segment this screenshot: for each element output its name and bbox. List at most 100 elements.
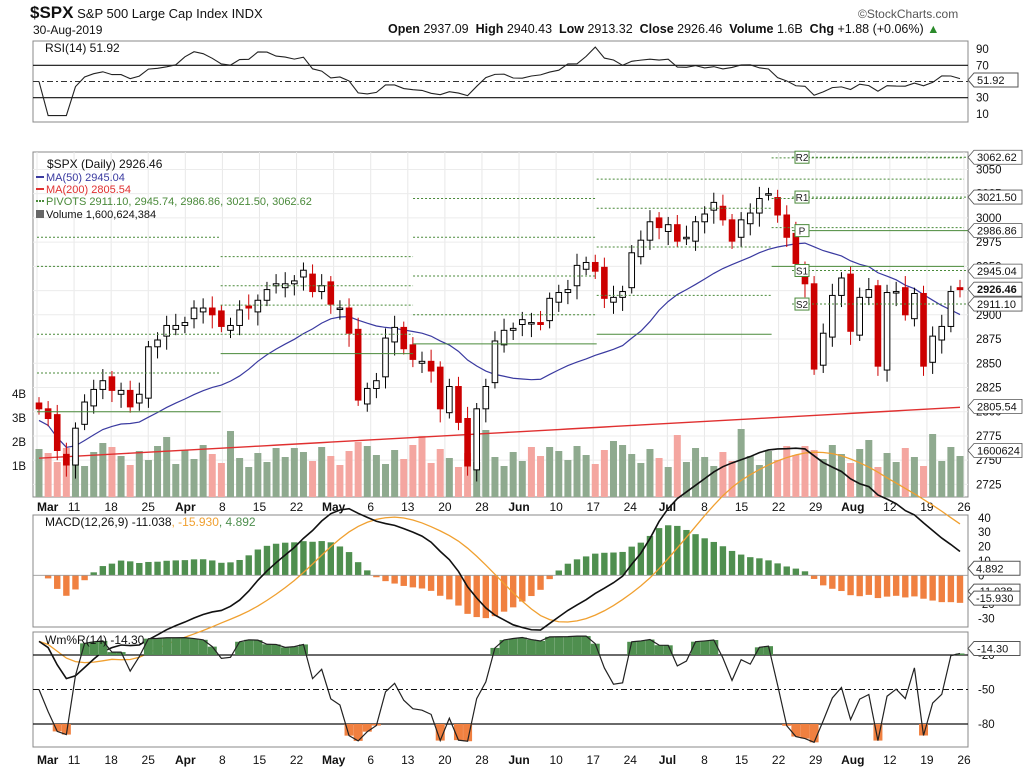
- x-tick-label-bottom: 8: [219, 753, 226, 767]
- volume-bar: [956, 456, 964, 497]
- macd-histogram-bar: [455, 575, 462, 606]
- willr-overbought-fill: [955, 653, 965, 655]
- candle-body: [263, 289, 271, 301]
- x-tick-label: 25: [142, 500, 156, 514]
- candle-body: [300, 269, 307, 278]
- price-axis-label: 2900: [976, 310, 1002, 322]
- price-axis-label: 2725: [976, 479, 1002, 491]
- candle-body: [172, 324, 180, 330]
- pivot-tag-s1: S1: [796, 266, 809, 277]
- macd-histogram-bar: [610, 552, 617, 576]
- candle-body: [427, 360, 435, 372]
- copyright[interactable]: ©StockCharts.com: [858, 7, 959, 21]
- volume-bar: [427, 463, 435, 497]
- macd-histogram-bar: [664, 525, 672, 576]
- macd-histogram-bar: [318, 541, 325, 576]
- willr-overbought-fill: [116, 652, 126, 655]
- candle-body: [783, 214, 791, 238]
- volume-bar: [345, 451, 353, 497]
- volume-bar: [254, 453, 262, 497]
- macd-histogram-bar: [126, 561, 134, 576]
- macd-histogram-bar: [291, 542, 298, 576]
- macd-histogram-bar: [619, 551, 626, 576]
- volume-bar: [363, 446, 371, 497]
- x-tick-label-bottom: 29: [809, 753, 823, 767]
- x-tick-label: 26: [957, 500, 971, 514]
- willr-overbought-fill: [80, 643, 90, 655]
- x-tick-label-bottom: 24: [624, 753, 638, 767]
- volume-bar: [226, 431, 234, 497]
- volume-bar: [537, 456, 545, 497]
- rsi-tag: 51.92: [977, 75, 1005, 87]
- macd-histogram-bar: [172, 560, 179, 576]
- x-tick-label: Mar: [37, 500, 59, 514]
- volume-bar: [564, 460, 572, 497]
- candle-body: [655, 217, 663, 229]
- candle-body: [436, 366, 444, 410]
- candle-body: [81, 401, 88, 425]
- volume-bar: [135, 451, 143, 497]
- chart-header: $SPX S&P 500 Large Cap Index INDX: [30, 3, 263, 23]
- volume-bar: [783, 446, 791, 497]
- x-tick-label-bottom: 15: [735, 753, 749, 767]
- willr-oversold-fill: [800, 724, 810, 739]
- panel-frame-macd: [32, 514, 969, 628]
- volume-label: Volume: [729, 22, 774, 36]
- willr-overbought-fill: [189, 638, 199, 655]
- x-tick-label-bottom: 10: [549, 753, 563, 767]
- willr-overbought-fill: [207, 646, 217, 655]
- volume-bar: [354, 442, 362, 497]
- macd-histogram-bar: [136, 562, 143, 576]
- candle-body: [883, 292, 891, 371]
- volume-bar: [628, 454, 636, 497]
- candle-body: [664, 224, 672, 232]
- candle-body: [327, 281, 335, 305]
- candle-body: [829, 294, 836, 338]
- pivot-tag-box: [794, 297, 810, 311]
- candle-body: [363, 387, 371, 405]
- macd-histogram-bar: [792, 568, 800, 576]
- macd-histogram-bar: [54, 575, 61, 589]
- volume-bar: [573, 446, 581, 497]
- willr-overbought-fill: [271, 644, 281, 655]
- candle-body: [318, 285, 325, 293]
- candle-body: [509, 327, 517, 331]
- candle-body: [35, 402, 43, 410]
- tag-ma200: 2805.54: [977, 401, 1017, 413]
- willr-overbought-fill: [517, 637, 527, 655]
- x-tick-label: 29: [809, 500, 823, 514]
- volume-bar: [801, 446, 809, 497]
- tag-r1-box: [967, 189, 1023, 205]
- rsi-line: [38, 46, 961, 117]
- volume-axis-label: 4B: [12, 389, 26, 401]
- volume-bar: [281, 457, 289, 497]
- tag-r2-box: [967, 149, 1023, 165]
- close-label: Close: [639, 22, 674, 36]
- willr-overbought-fill: [590, 643, 600, 655]
- volume-bar: [35, 449, 43, 497]
- willr-overbought-fill: [754, 647, 764, 655]
- tag-close-box: [967, 281, 1023, 297]
- macd-histogram-bar: [108, 563, 116, 576]
- x-tick-label-bottom: 25: [142, 753, 156, 767]
- volume-bar: [774, 460, 782, 497]
- volume-bar: [692, 448, 700, 497]
- macd-legend: MACD(12,26,9) -11.038, -15.930, 4.892: [45, 515, 256, 529]
- volume-bar: [44, 453, 52, 497]
- volume-bar: [929, 434, 937, 497]
- pivot-tag-box: [794, 263, 810, 277]
- macd-histogram-bar: [90, 572, 97, 576]
- x-tick-label-bottom: Apr: [175, 753, 196, 767]
- macd-histogram-bar: [774, 563, 781, 576]
- macd-histogram-bar: [820, 575, 827, 586]
- x-tick-label-bottom: 6: [367, 753, 374, 767]
- pivot-tag-r2: R2: [796, 153, 809, 164]
- willr-overbought-fill: [636, 640, 646, 655]
- macd-histogram-bar: [783, 566, 790, 576]
- macd-histogram-bar: [418, 575, 426, 589]
- price-axis-label: 2850: [976, 358, 1002, 370]
- macd-histogram-bar: [902, 575, 909, 598]
- volume-bar: [910, 457, 918, 497]
- macd-histogram-bar: [282, 542, 289, 576]
- volume-bar: [309, 461, 317, 497]
